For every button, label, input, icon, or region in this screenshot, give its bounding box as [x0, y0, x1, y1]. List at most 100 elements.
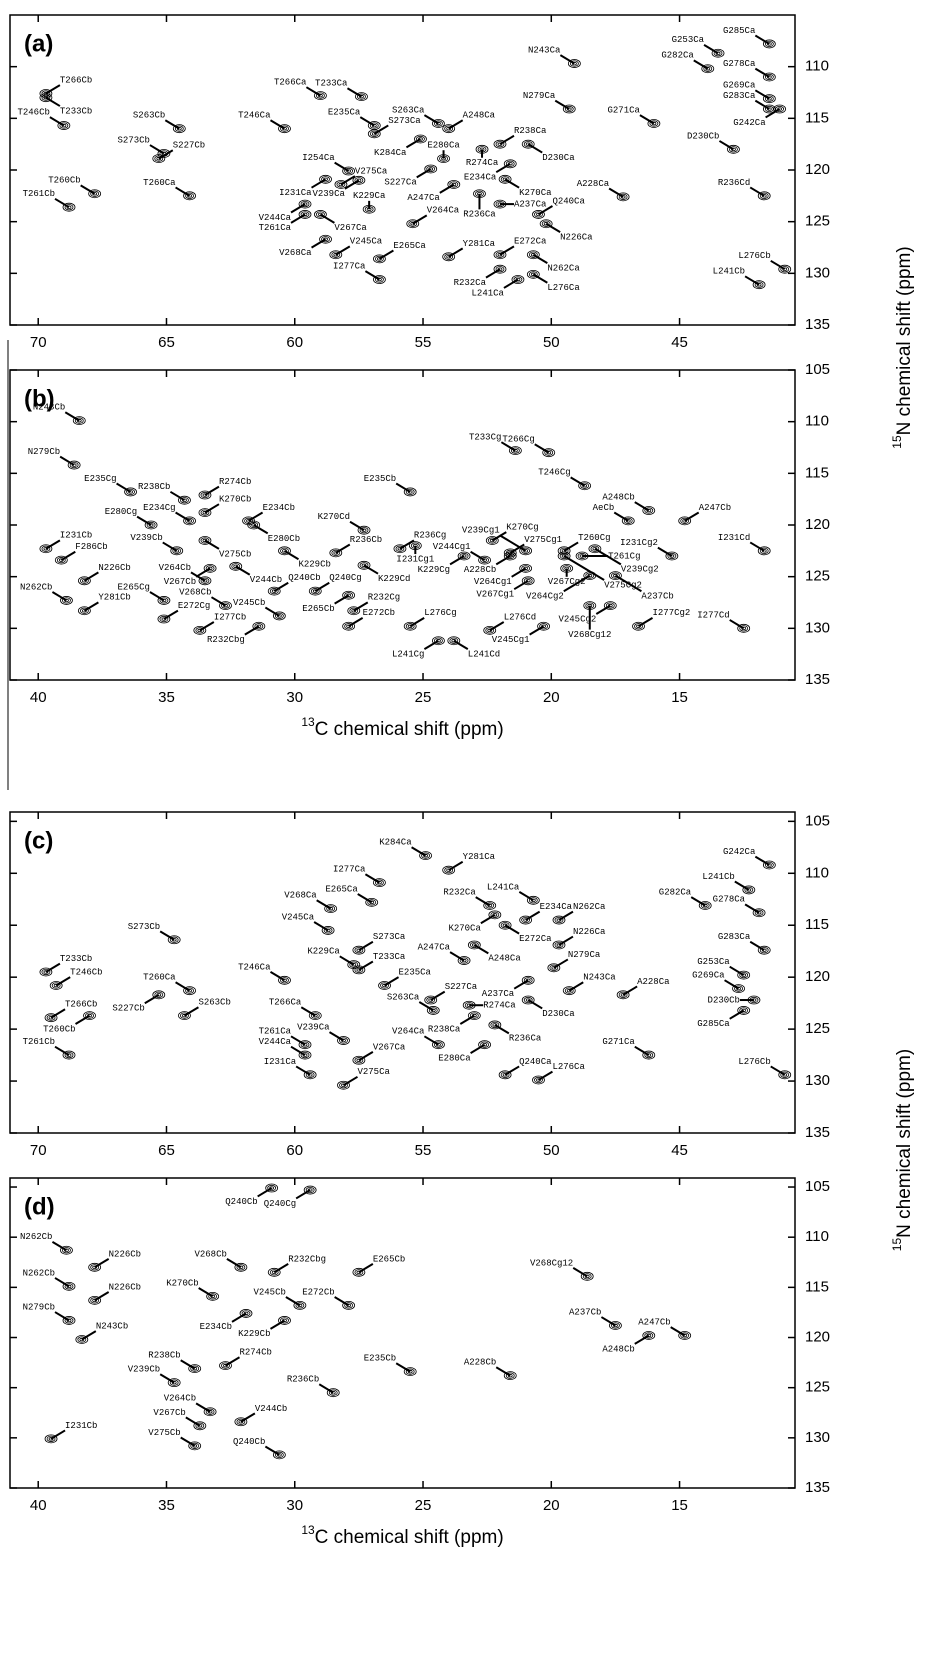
contour — [39, 967, 53, 977]
leader-line — [749, 940, 765, 952]
peak — [357, 560, 371, 570]
contour — [605, 602, 615, 609]
peak-label: E265Ca — [393, 241, 426, 251]
axis-title-text: N chemical shift (ppm) — [894, 246, 915, 435]
contour — [174, 549, 180, 553]
peak — [352, 965, 366, 975]
leader-line — [295, 1065, 311, 1076]
peak-label: V268Cb — [179, 588, 211, 598]
contour — [346, 1303, 352, 1308]
peak-label: V275Cb — [148, 1428, 180, 1438]
x-tick-label: 25 — [415, 689, 432, 706]
contour — [647, 119, 661, 128]
leader-line — [164, 119, 180, 130]
contour — [757, 546, 771, 556]
contour — [161, 617, 167, 621]
peak — [442, 865, 456, 875]
contour — [48, 1015, 54, 1020]
peak-label: V244Cb — [250, 575, 282, 585]
peak-label: E235Ca — [328, 108, 361, 118]
y-tick-label: 105 — [805, 361, 830, 378]
contour — [54, 555, 68, 565]
leader-line — [54, 197, 70, 209]
contour — [651, 121, 657, 126]
peak-label: V245Cg1 — [492, 635, 530, 645]
contour — [236, 1264, 246, 1271]
peak-label: V239Cg2 — [621, 565, 659, 575]
contour — [761, 948, 767, 952]
contour — [766, 75, 772, 79]
contour — [644, 1332, 654, 1339]
contour — [495, 266, 505, 273]
contour — [444, 867, 454, 874]
leader-line — [318, 1383, 334, 1394]
contour — [203, 1407, 217, 1417]
peak-label: R274Cb — [239, 1348, 271, 1358]
contour — [737, 1006, 751, 1015]
contour — [185, 192, 194, 199]
contour — [487, 537, 497, 544]
contour — [77, 1336, 87, 1343]
peak-label: T246Cb — [70, 967, 102, 977]
x-tick-label: 60 — [286, 334, 303, 351]
peak-label: V268Cg12 — [568, 630, 611, 640]
contour — [356, 1270, 362, 1275]
contour — [202, 579, 208, 583]
peak-label: V244Cb — [255, 1404, 287, 1414]
peak — [203, 564, 217, 573]
contour — [764, 95, 774, 102]
contour — [298, 210, 312, 219]
contour — [207, 1410, 213, 1414]
peak — [521, 975, 535, 985]
contour — [373, 275, 386, 284]
contour — [523, 996, 533, 1004]
contour — [60, 596, 73, 605]
contour — [549, 964, 559, 971]
peak-label: L241Ca — [487, 882, 520, 892]
peak — [60, 596, 73, 605]
contour — [521, 995, 535, 1005]
contour — [188, 1364, 202, 1374]
peak-label: T233Cb — [60, 106, 92, 116]
contour — [276, 1453, 282, 1457]
contour — [378, 981, 391, 990]
peak — [562, 986, 576, 996]
contour — [426, 165, 436, 173]
leader-line — [54, 1277, 70, 1288]
leader-line — [180, 1359, 196, 1370]
leader-line — [45, 539, 61, 550]
contour — [756, 283, 762, 287]
contour — [58, 558, 64, 562]
contour — [426, 996, 436, 1004]
contour — [81, 609, 87, 613]
contour — [81, 579, 87, 583]
contour — [223, 1363, 228, 1368]
contour — [341, 1038, 346, 1043]
contour — [682, 519, 688, 523]
contour — [469, 941, 479, 949]
leader-line — [339, 955, 355, 966]
leader-line — [509, 543, 525, 554]
contour — [319, 234, 332, 244]
contour — [373, 254, 386, 264]
contour — [507, 1373, 513, 1378]
peak-label: I231Cb — [65, 1421, 97, 1431]
peak-label: Y281Ca — [463, 852, 496, 862]
axis-title-sup: 13 — [301, 715, 315, 729]
peak — [742, 885, 756, 895]
peak-label: Y281Cb — [98, 593, 130, 603]
peak — [609, 571, 622, 581]
contour — [183, 986, 196, 996]
contour — [469, 1012, 479, 1019]
contour — [434, 1041, 443, 1048]
axis-title: 15N chemical shift (ppm) — [890, 1049, 915, 1251]
contour — [176, 126, 182, 131]
contour — [337, 1080, 350, 1090]
contour — [152, 154, 166, 164]
leader-line — [190, 571, 206, 582]
contour — [680, 1332, 690, 1339]
contour — [582, 1273, 592, 1280]
peak-label: R274Cb — [219, 477, 251, 487]
peak — [229, 561, 243, 571]
leader-line — [195, 567, 211, 578]
